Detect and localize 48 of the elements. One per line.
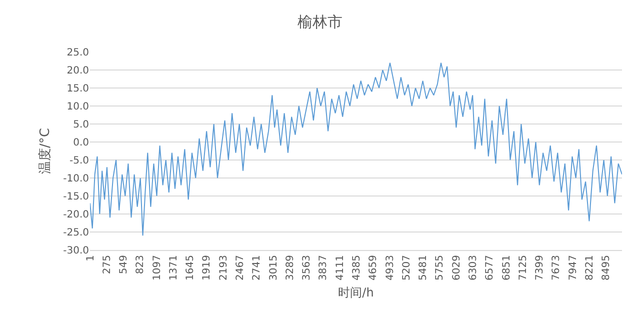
y-tick-label: 10.0 [66,102,89,112]
y-tick-label: -5.0 [69,156,89,166]
y-tick-label: -20.0 [63,210,89,220]
x-tick-label: 4933 [384,255,396,280]
x-tick-label: 3563 [302,255,313,280]
x-tick-label: 7399 [534,255,546,280]
x-tick-label: 1371 [168,255,180,280]
x-axis-title: 时间/h [338,285,374,300]
x-tick-label: 7673 [551,255,562,280]
x-tick-label: 2741 [252,255,263,280]
x-tick-label: 549 [118,255,130,274]
x-tick-label: 5755 [434,255,446,280]
x-tick-label: 5481 [418,255,430,280]
x-tick-label: 7947 [568,255,579,280]
x-tick-label: 5207 [401,255,412,280]
x-tick-label: 1645 [185,255,196,280]
x-tick-label: 8495 [601,255,612,280]
x-tick-label: 4659 [368,255,380,280]
x-tick-label: 3837 [318,255,330,280]
x-tick-label: 2193 [218,255,230,280]
x-tick-label: 1 [85,255,96,262]
x-tick-label: 823 [135,255,146,274]
x-tick-label: 1097 [152,255,163,280]
x-tick-label: 6577 [484,255,496,280]
y-tick-label: 5.0 [73,120,89,130]
y-tick-label: -15.0 [63,192,89,202]
x-tick-label: 6303 [468,255,480,280]
x-tick-label: 1919 [202,255,213,280]
x-tick-label: 3289 [284,255,296,280]
x-tick-label: 8221 [584,255,596,280]
chart-title: 榆林市 [298,13,342,32]
y-axis-title: 温度/°C [37,128,54,174]
x-tick-label: 7125 [518,255,529,280]
x-tick-label: 4111 [334,255,346,280]
x-tick-label: 6029 [451,255,462,280]
y-tick-label: -30.0 [63,246,89,256]
x-tick-label: 4385 [352,255,363,280]
y-tick-label: 25.0 [66,48,89,58]
y-tick-label: 15.0 [66,84,89,94]
y-tick-label: -10.0 [63,174,89,184]
y-tick-label: 20.0 [66,66,89,76]
x-tick-label: 2467 [235,255,246,280]
x-tick-label: 6851 [501,255,512,280]
x-tick-label: 3015 [268,255,280,280]
y-tick-label: 0.0 [73,138,89,148]
x-tick-label: 275 [102,255,113,274]
y-tick-label: -25.0 [63,228,89,238]
line-series [90,62,622,236]
